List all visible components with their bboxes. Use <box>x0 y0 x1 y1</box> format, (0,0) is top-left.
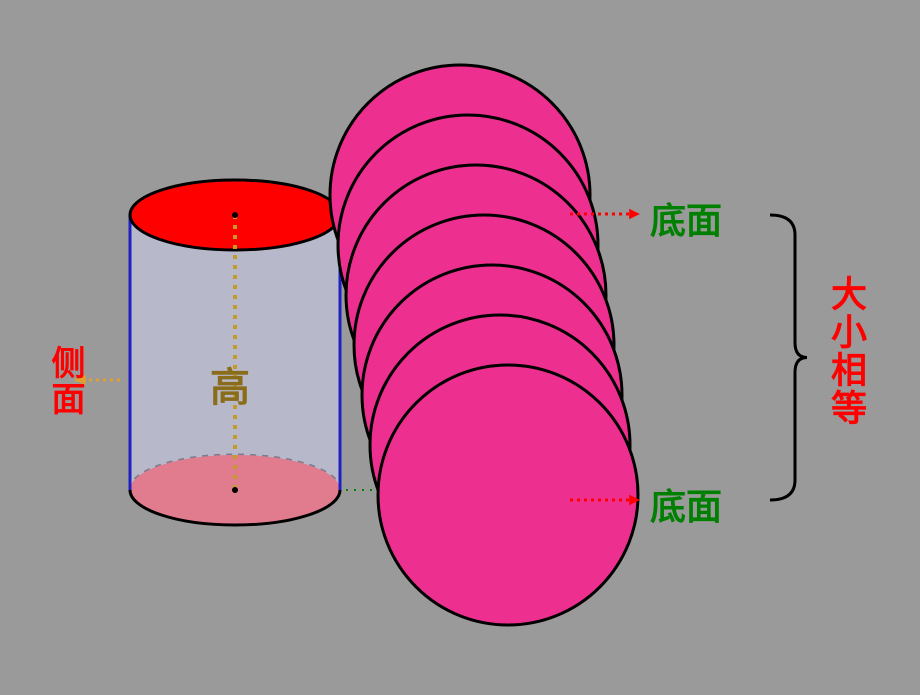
label-height: 高 <box>210 355 250 413</box>
label-equal-size: 大小相等 <box>820 275 872 427</box>
diagram-svg <box>0 0 920 690</box>
diagram-stage: 侧面 高 底面 底面 大小相等 <box>0 0 920 690</box>
label-side-face: 侧面 <box>40 345 89 417</box>
label-base-top: 底面 <box>650 192 722 244</box>
label-base-bottom: 底面 <box>650 478 722 530</box>
